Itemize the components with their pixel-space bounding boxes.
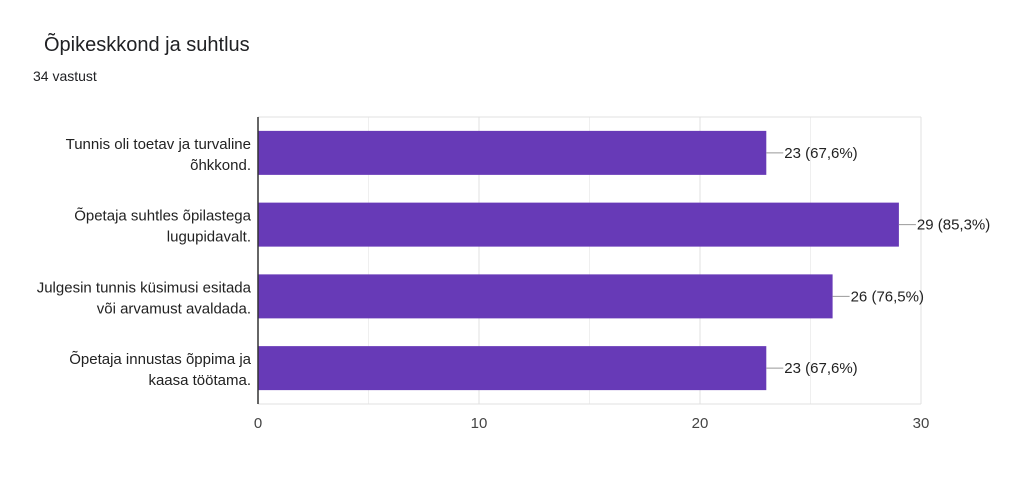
x-tick-label: 30 (913, 415, 930, 432)
bar (258, 202, 899, 247)
x-tick-label: 20 (692, 415, 709, 432)
category-label: Õpetaja innustas õppima ja kaasa töötama. (69, 351, 251, 389)
chart-title: Õpikeskkond ja suhtlus (44, 34, 250, 56)
category-label-line: Julgesin tunnis küsimusi esitada (37, 279, 252, 296)
category-label-line: või arvamust avaldada. (97, 300, 251, 317)
category-label-line: Õpetaja innustas õppima ja (69, 351, 251, 368)
bar (258, 274, 833, 319)
category-label: Õpetaja suhtles õpilastega lugupidavalt. (74, 208, 251, 246)
bar (258, 130, 767, 175)
category-label: Julgesin tunnis küsimusi esitada või arva… (37, 279, 252, 317)
data-label: 23 (67,6%) (784, 360, 857, 377)
category-label: Tunnis oli toetav ja turvaline õhkkond. (66, 136, 251, 174)
category-label-line: Õpetaja suhtles õpilastega (74, 208, 251, 225)
response-count: 34 vastust (33, 68, 97, 84)
data-label: 23 (67,6%) (784, 145, 857, 162)
category-label-line: Tunnis oli toetav ja turvaline (66, 136, 251, 153)
category-label-line: kaasa töötama. (148, 372, 251, 389)
x-tick-label: 10 (471, 415, 488, 432)
category-label-line: lugupidavalt. (167, 229, 251, 246)
bar (258, 346, 767, 391)
data-label: 26 (76,5%) (851, 288, 924, 305)
category-label-line: õhkkond. (190, 157, 251, 174)
x-tick-label: 0 (254, 415, 262, 432)
data-label: 29 (85,3%) (917, 217, 990, 234)
